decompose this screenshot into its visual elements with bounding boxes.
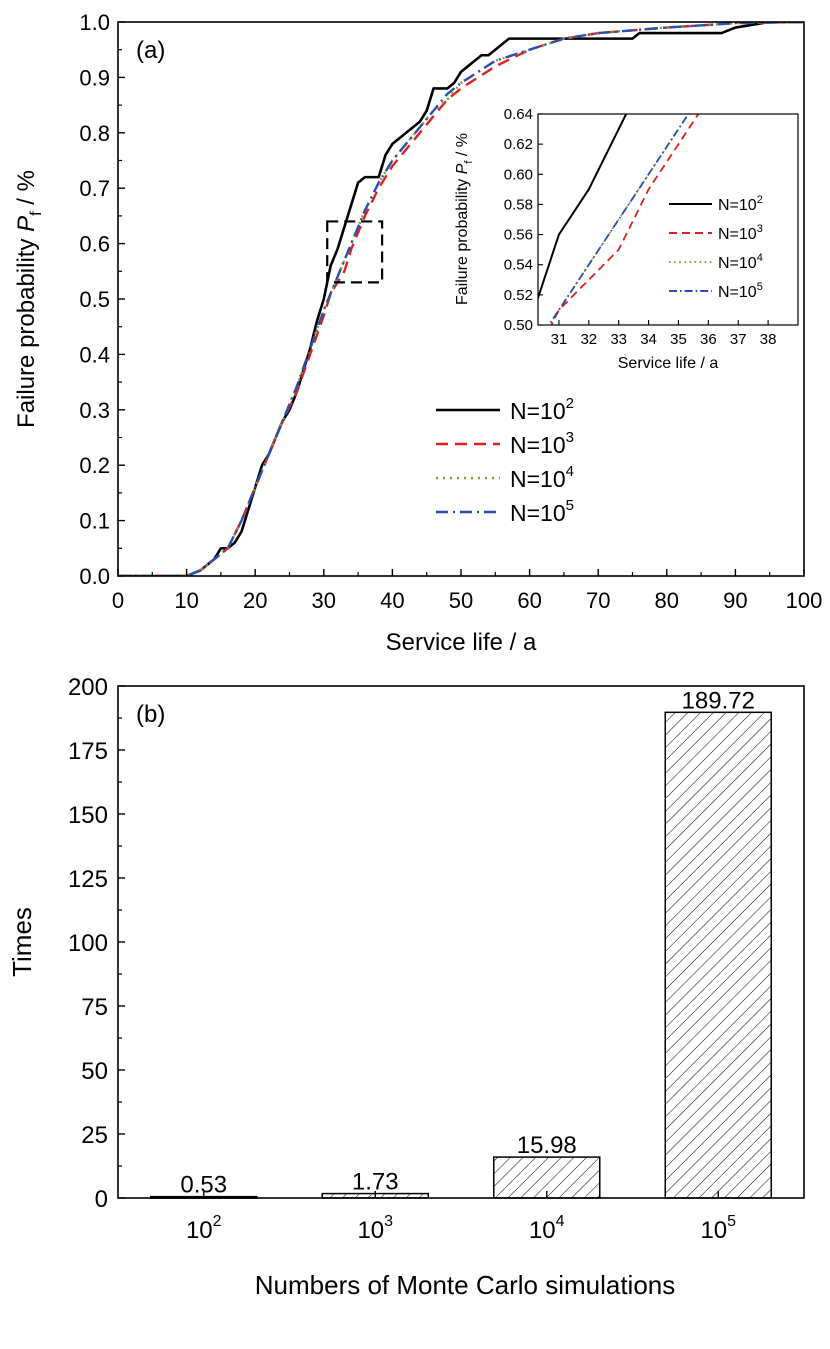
inset-xtick-label: 32 <box>580 331 597 348</box>
chart-a-ytick-label: 0.4 <box>79 342 110 367</box>
inset-legend-label: N=102 <box>718 194 763 214</box>
chart-a-ytick-label: 0.0 <box>79 564 110 589</box>
inset-xlabel: Service life / a <box>618 355 719 372</box>
inset-xtick-label: 35 <box>670 331 687 348</box>
inset-legend-label: N=105 <box>718 281 763 301</box>
legend-label: N=105 <box>510 497 574 526</box>
chart-a-xtick-label: 70 <box>586 588 610 613</box>
inset-xtick-label: 33 <box>610 331 627 348</box>
chart-b-bar <box>664 711 772 1199</box>
chart-b-ylabel: Times <box>7 907 37 977</box>
chart-a-ytick-label: 0.6 <box>79 232 110 257</box>
legend-label: N=102 <box>510 395 574 424</box>
chart-a-plot-frame <box>117 21 805 577</box>
inset-series-line <box>547 114 690 325</box>
chart-b-ytick-label: 0 <box>95 1186 108 1213</box>
chart-b-category-label: 105 <box>700 1213 736 1244</box>
chart-a-ytick-label: 1.0 <box>79 10 110 35</box>
inset-xtick-label: 36 <box>700 331 717 348</box>
chart-b-ytick-label: 25 <box>81 1122 108 1149</box>
chart-b-xlabel: Numbers of Monte Carlo simulations <box>255 1270 676 1300</box>
chart-a-xtick-label: 60 <box>517 588 541 613</box>
chart-a-zoom-box <box>326 220 384 284</box>
inset-ylabel: Failure probability Pf / % <box>454 133 475 305</box>
inset-ytick-label: 0.62 <box>504 136 533 153</box>
chart-a-xtick-label: 30 <box>312 588 336 613</box>
inset-background <box>538 114 798 325</box>
chart-a-ytick-label: 0.2 <box>79 453 110 478</box>
chart-a-ytick-label: 0.9 <box>79 65 110 90</box>
inset-xtick-label: 34 <box>640 331 657 348</box>
chart-a-xtick-label: 100 <box>786 588 823 613</box>
inset-ytick-label: 0.64 <box>504 106 533 123</box>
inset-xtick-label: 31 <box>551 331 568 348</box>
chart-a-xtick-label: 80 <box>655 588 679 613</box>
inset-ytick-label: 0.58 <box>504 196 533 213</box>
chart-b-ytick-label: 175 <box>68 738 108 765</box>
chart-b-value-label: 189.72 <box>682 687 755 714</box>
chart-b-ticks: 0 25 50 75 100 125 150 175 200 102 103 104 105 <box>68 674 736 1244</box>
inset-series-line <box>550 114 700 325</box>
inset-ytick-label: 0.60 <box>504 166 533 183</box>
inset-legend-label: N=104 <box>718 252 763 272</box>
inset-ytick-label: 0.56 <box>504 227 533 244</box>
chart-a-ytick-label: 0.5 <box>79 287 110 312</box>
chart-a-ytick-label: 0.7 <box>79 176 110 201</box>
chart-b-category-label: 104 <box>529 1213 565 1244</box>
inset-legend: N=102 N=103 N=104 N=105 <box>669 194 763 301</box>
chart-a: 0 10 20 30 40 50 60 70 80 90 100 0.0 0.1 0.2 0.3 0.4 0.5… <box>13 10 822 656</box>
inset-ytick-label: 0.54 <box>504 257 533 274</box>
chart-a-ylabel: Failure probability Pf / % <box>13 170 45 428</box>
chart-a-xtick-label: 10 <box>174 588 198 613</box>
chart-b-value-label: 15.98 <box>517 1132 577 1159</box>
chart-b-ytick-label: 150 <box>68 802 108 829</box>
chart-a-xtick-label: 0 <box>112 588 124 613</box>
chart-a-series-line <box>118 22 804 576</box>
chart-a-series <box>118 22 804 576</box>
chart-b-value-label: 1.73 <box>352 1169 399 1196</box>
chart-a-ytick-label: 0.1 <box>79 509 110 534</box>
chart-a-xtick-label: 20 <box>243 588 267 613</box>
inset-xtick-label: 37 <box>730 331 747 348</box>
legend-label: N=103 <box>510 429 574 458</box>
chart-a-xtick-label: 50 <box>449 588 473 613</box>
chart-b-value-label: 0.53 <box>180 1172 227 1199</box>
chart-a-xtick-label: 90 <box>723 588 747 613</box>
chart-b: 0 25 50 75 100 125 150 175 200 102 103 104 105 0.53 1… <box>7 674 805 1300</box>
chart-a-inset: 31 32 33 34 35 36 37 38 0.50 0.52 0.54 0.56 0.58 0.60… <box>454 106 799 372</box>
chart-b-ytick-label: 100 <box>68 930 108 957</box>
inset-ticks: 31 32 33 34 35 36 37 38 0.50 0.52 0.54 0.56 0.58 0.60… <box>504 106 777 348</box>
chart-a-ticks: 0 10 20 30 40 50 60 70 80 90 100 0.0 0.1 0.2 0.3 0.4 0.5… <box>79 10 822 613</box>
chart-b-panel-label: (b) <box>136 701 165 728</box>
chart-a-xtick-label: 40 <box>380 588 404 613</box>
chart-a-ytick-label: 0.8 <box>79 121 110 146</box>
chart-b-ytick-label: 75 <box>81 994 108 1021</box>
chart-b-category-label: 102 <box>186 1213 222 1244</box>
inset-legend-label: N=103 <box>718 223 763 243</box>
chart-a-series-line <box>118 22 804 576</box>
chart-b-ytick-label: 200 <box>68 674 108 701</box>
chart-a-legend: N=102 N=103 N=104 N=105 <box>436 395 574 526</box>
chart-b-category-label: 103 <box>357 1213 393 1244</box>
chart-b-bar <box>493 1156 601 1199</box>
legend-label: N=104 <box>510 463 574 492</box>
chart-a-xlabel: Service life / a <box>386 629 537 656</box>
chart-b-ytick-label: 125 <box>68 866 108 893</box>
inset-frame <box>537 113 799 326</box>
chart-b-ytick-label: 50 <box>81 1058 108 1085</box>
inset-ytick-label: 0.52 <box>504 287 533 304</box>
chart-b-plot-frame <box>117 685 805 1199</box>
inset-series <box>538 114 700 325</box>
chart-a-panel-label: (a) <box>136 37 165 64</box>
chart-b-bars: 0.53 1.73 15.98 189.72 <box>150 687 772 1199</box>
inset-ytick-label: 0.50 <box>504 317 533 334</box>
chart-a-ytick-label: 0.3 <box>79 398 110 423</box>
inset-xtick-label: 38 <box>760 331 777 348</box>
